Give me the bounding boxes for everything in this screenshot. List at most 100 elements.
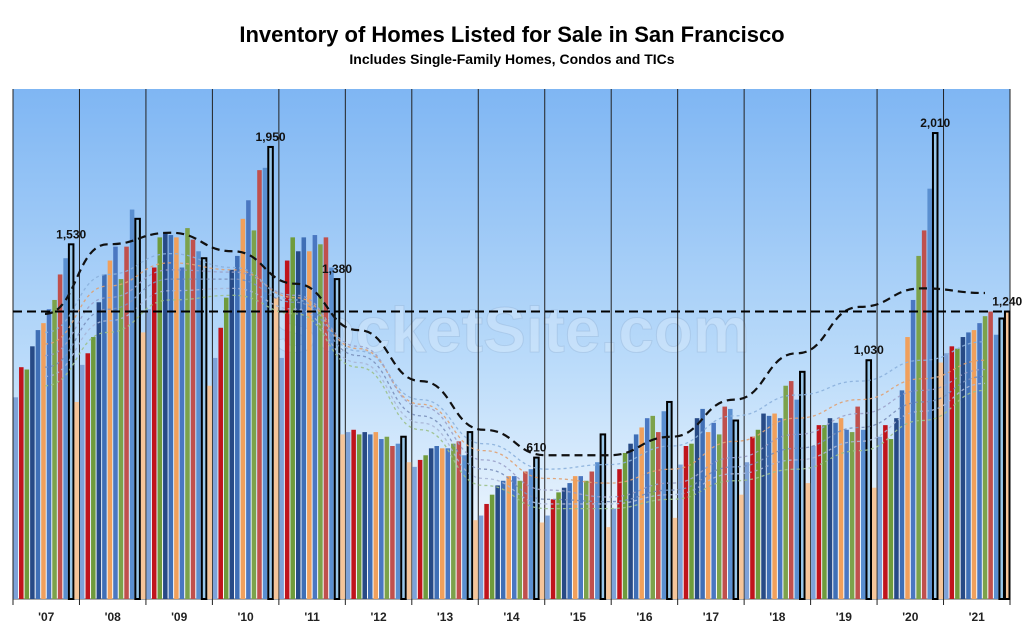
bar-20-jul [910, 299, 916, 599]
bar-11-jun [307, 251, 312, 600]
bar-15-jul [578, 476, 584, 599]
bar-14-jan [478, 515, 484, 599]
bar-12-apr [362, 432, 367, 599]
trend-line-main [44, 231, 986, 457]
bar-12-aug [384, 436, 390, 599]
bar-08-aug [118, 279, 124, 599]
x-tick-label: '18 [769, 610, 786, 624]
bar-16-dec [672, 517, 678, 599]
bar-15-feb [550, 499, 556, 599]
bar-08-apr [96, 302, 102, 599]
bar-19-jun [838, 418, 844, 599]
bar-10-dec [273, 297, 279, 599]
bar-11-oct [329, 267, 334, 599]
bar-12-nov [400, 435, 407, 600]
bar-20-oct [927, 188, 932, 599]
bar-18-jun [772, 413, 777, 599]
bar-18-dec [805, 483, 811, 599]
plot-area [13, 89, 1010, 599]
trend-line-secondary [44, 287, 986, 505]
bar-10-aug [251, 230, 257, 599]
bar-13-feb [417, 459, 423, 599]
bar-15-jun [572, 476, 578, 599]
bar-20-dec [938, 362, 944, 599]
bar-21-nov [998, 317, 1005, 600]
bar-21-dec [1003, 310, 1011, 600]
bar-14-jun [506, 476, 511, 599]
bar-08-jun [107, 260, 113, 599]
bar-12-sep [390, 446, 395, 599]
bars-layer [13, 132, 1011, 601]
bar-14-jul [512, 476, 517, 599]
bar-10-nov [267, 145, 274, 600]
bar-08-sep [124, 246, 129, 600]
x-tick-label: '07 [38, 610, 55, 624]
bar-21-mar [955, 348, 960, 599]
bar-20-apr [894, 418, 899, 599]
bar-10-jul [246, 200, 251, 600]
bar-17-nov [732, 419, 740, 600]
bar-13-apr [428, 448, 434, 599]
bar-09-jan [146, 309, 151, 599]
bar-18-jan [744, 462, 750, 599]
trend-line-secondary [44, 294, 986, 510]
x-tick-label: '14 [503, 610, 520, 624]
x-tick-label: '08 [105, 610, 122, 624]
bar-08-may [102, 274, 107, 599]
bar-13-jul [445, 448, 451, 599]
data-label-14: 610 [526, 441, 546, 455]
bar-20-sep [921, 230, 927, 599]
x-tick-label: '16 [636, 610, 653, 624]
bar-18-oct [794, 399, 800, 599]
x-tick-label: '20 [902, 610, 919, 624]
bar-08-oct [129, 209, 135, 599]
bar-11-sep [323, 237, 329, 599]
bar-17-feb [683, 446, 689, 599]
bar-11-may [301, 237, 307, 599]
x-tick-label: '13 [437, 610, 454, 624]
bar-07-feb [19, 367, 24, 599]
x-tick-label: '19 [836, 610, 853, 624]
bar-20-feb [883, 425, 888, 599]
bar-16-aug [650, 415, 656, 599]
bar-07-dec [74, 401, 79, 599]
x-tick-label: '17 [703, 610, 720, 624]
bar-15-nov [599, 433, 607, 600]
bar-20-jan [877, 436, 883, 599]
x-tick-label: '10 [238, 610, 255, 624]
bar-10-apr [229, 269, 235, 599]
bar-18-mar [755, 429, 761, 599]
trend-line-secondary [44, 262, 986, 484]
bar-07-oct [63, 258, 68, 599]
bar-07-sep [57, 274, 63, 599]
bar-18-nov [799, 370, 806, 600]
bar-17-apr [694, 418, 700, 599]
bar-12-may [367, 434, 373, 599]
bar-12-jan [345, 432, 351, 599]
bar-11-jul [312, 235, 318, 599]
bar-13-oct [462, 455, 467, 599]
bar-16-may [633, 434, 639, 599]
watermark: SocketSite.com [273, 294, 751, 367]
bar-13-dec [473, 520, 478, 599]
bar-17-dec [739, 494, 744, 599]
bar-16-jul [644, 418, 650, 599]
bar-09-oct [196, 251, 201, 600]
bar-19-aug [849, 432, 855, 599]
bar-20-nov [931, 132, 939, 601]
x-tick-label: '11 [304, 610, 320, 624]
data-label-21: 1,240 [992, 295, 1022, 309]
bar-13-sep [456, 441, 462, 599]
bar-11-aug [318, 244, 323, 599]
bar-14-dec [539, 522, 545, 599]
bar-14-apr [495, 485, 500, 599]
bar-19-mar [822, 425, 827, 599]
bar-21-feb [949, 346, 955, 599]
bar-14-nov [533, 456, 540, 600]
bar-19-nov [865, 359, 873, 600]
bar-15-jan [545, 515, 550, 599]
bar-07-may [35, 330, 41, 599]
bar-15-mar [556, 492, 561, 599]
bar-18-jul [777, 418, 783, 599]
